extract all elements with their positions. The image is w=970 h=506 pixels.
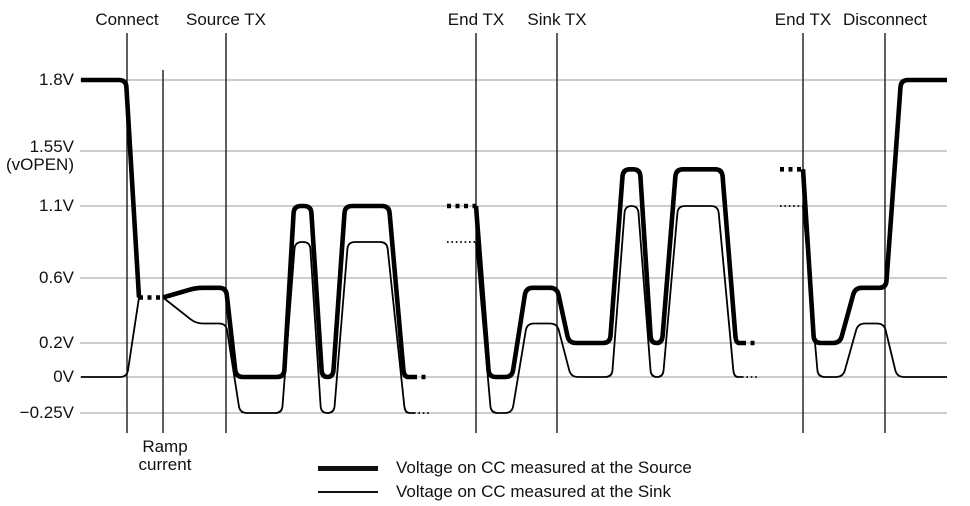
y-axis-tick-label: 1.1V: [0, 195, 74, 217]
sink-waveform: [81, 297, 140, 378]
source-waveform: [81, 77, 142, 298]
y-axis-tick-label: −0.25V: [0, 402, 74, 424]
legend-item-sink: Voltage on CC measured at the Sink: [318, 480, 692, 504]
ramp-current-annotation: Ramp current: [113, 438, 217, 474]
event-label: Connect: [95, 10, 159, 29]
y-axis-tick-label: 1.55V (vOPEN): [0, 138, 74, 174]
y-axis-tick-label: 0V: [0, 366, 74, 388]
y-axis-tick-label: 1.8V: [0, 69, 74, 91]
tick-label-text: 1.1V: [39, 196, 74, 215]
ramp-annotation-line2: current: [138, 455, 192, 474]
event-label: Disconnect: [842, 10, 928, 29]
y-axis-tick-label: 0.2V: [0, 332, 74, 354]
event-label: Sink TX: [527, 10, 587, 29]
sink-waveform: [162, 241, 414, 414]
y-axis-tick-label: 0.6V: [0, 267, 74, 289]
tick-label-text: 1.55V: [29, 137, 74, 156]
source-waveform: [473, 167, 742, 380]
source-waveform: [800, 77, 947, 346]
tick-label-text: 0.2V: [39, 333, 74, 352]
legend-label-source: Voltage on CC measured at the Source: [396, 458, 692, 477]
tick-label-text: −0.25V: [19, 403, 74, 422]
thick-line-icon: [318, 465, 378, 471]
tick-label-subtext: (vOPEN): [6, 155, 74, 174]
event-label: End TX: [447, 10, 505, 29]
tick-label-text: 0V: [53, 367, 74, 386]
event-label: Source TX: [185, 10, 266, 29]
legend-label-sink: Voltage on CC measured at the Sink: [396, 482, 671, 501]
thin-line-icon: [318, 491, 378, 493]
legend: Voltage on CC measured at the Source Vol…: [318, 456, 692, 504]
tick-label-text: 1.8V: [39, 70, 74, 89]
source-waveform: [162, 203, 413, 380]
event-label: End TX: [774, 10, 832, 29]
ramp-annotation-line1: Ramp: [142, 437, 188, 456]
sink-waveform: [802, 205, 947, 378]
sink-waveform: [475, 205, 742, 414]
legend-item-source: Voltage on CC measured at the Source: [318, 456, 692, 480]
tick-label-text: 0.6V: [39, 268, 74, 287]
